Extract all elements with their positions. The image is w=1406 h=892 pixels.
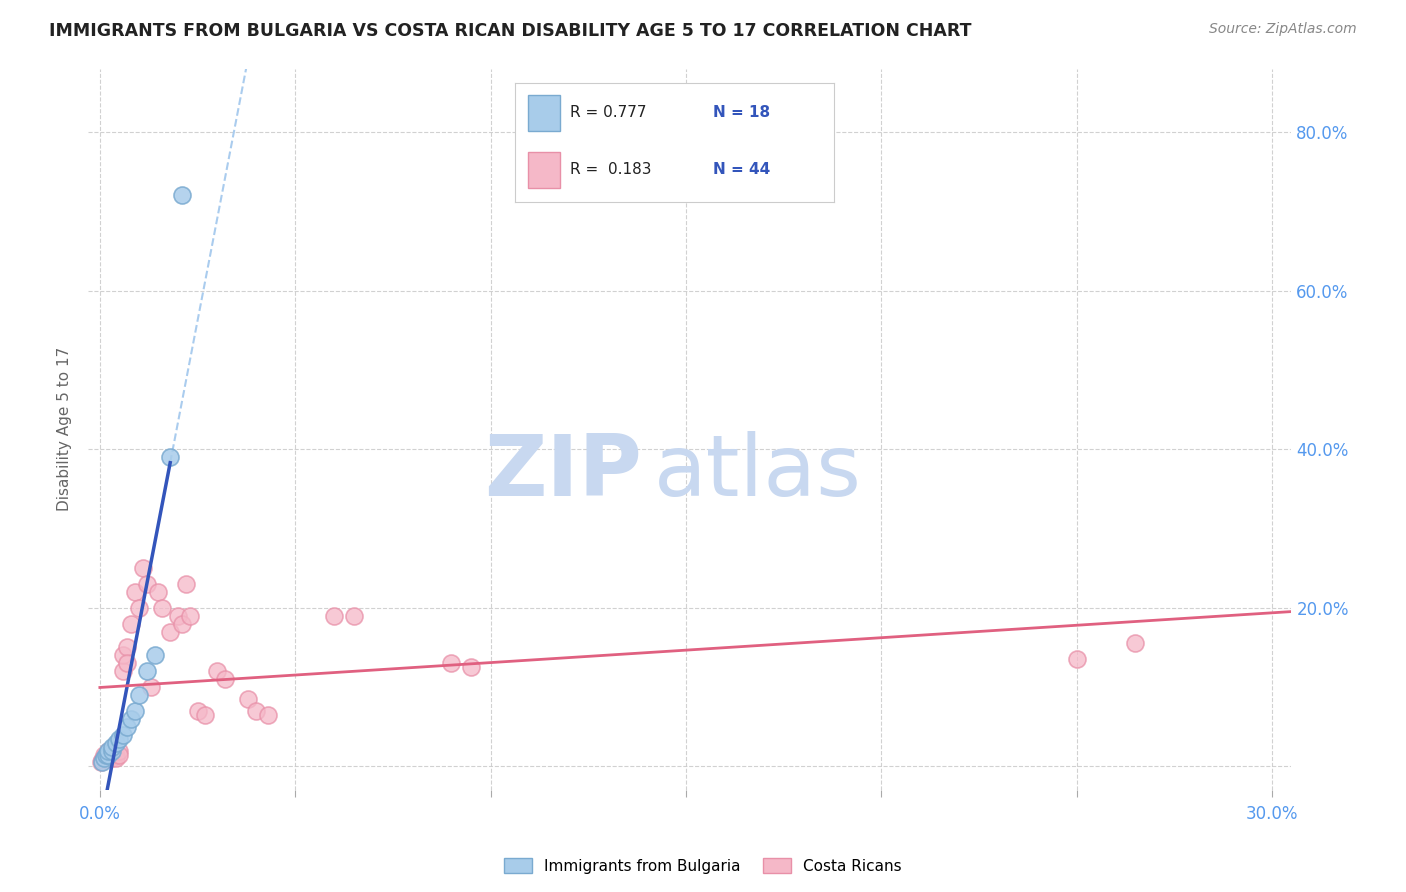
Point — [205, 665, 228, 679]
Point — [97, 743, 120, 757]
Point — [90, 756, 112, 770]
Point — [94, 747, 117, 762]
Point — [440, 657, 463, 671]
Point — [115, 720, 138, 734]
Point — [115, 640, 138, 655]
Point — [1123, 636, 1146, 650]
Point — [94, 751, 117, 765]
Point — [179, 608, 201, 623]
Point — [214, 672, 236, 686]
Point — [108, 743, 131, 757]
Text: atlas: atlas — [654, 431, 862, 514]
Point — [460, 660, 482, 674]
Point — [90, 756, 112, 770]
Y-axis label: Disability Age 5 to 17: Disability Age 5 to 17 — [58, 347, 72, 511]
Point — [170, 616, 193, 631]
Point — [159, 624, 181, 639]
Point — [139, 680, 162, 694]
Point — [93, 751, 115, 765]
Point — [100, 739, 122, 754]
Point — [132, 561, 155, 575]
Point — [120, 616, 142, 631]
Point — [135, 577, 157, 591]
Legend: Immigrants from Bulgaria, Costa Ricans: Immigrants from Bulgaria, Costa Ricans — [498, 852, 908, 880]
Point — [97, 743, 120, 757]
Point — [148, 585, 170, 599]
Point — [104, 747, 127, 762]
Point — [104, 736, 127, 750]
Point — [135, 665, 157, 679]
Point — [97, 751, 120, 765]
Point — [90, 753, 112, 767]
Point — [128, 688, 150, 702]
Point — [257, 707, 280, 722]
Text: Source: ZipAtlas.com: Source: ZipAtlas.com — [1209, 22, 1357, 37]
Point — [120, 712, 142, 726]
Point — [323, 608, 346, 623]
Point — [238, 692, 260, 706]
Text: ZIP: ZIP — [484, 431, 641, 514]
Point — [124, 585, 146, 599]
Point — [93, 747, 115, 762]
Point — [128, 600, 150, 615]
Point — [98, 747, 121, 762]
Point — [167, 608, 190, 623]
Point — [112, 665, 135, 679]
Point — [93, 751, 115, 765]
Point — [170, 188, 193, 202]
Point — [100, 743, 122, 757]
Text: IMMIGRANTS FROM BULGARIA VS COSTA RICAN DISABILITY AGE 5 TO 17 CORRELATION CHART: IMMIGRANTS FROM BULGARIA VS COSTA RICAN … — [49, 22, 972, 40]
Point — [100, 751, 122, 765]
Point — [115, 657, 138, 671]
Point — [108, 747, 131, 762]
Point — [187, 704, 209, 718]
Point — [112, 648, 135, 663]
Point — [343, 608, 366, 623]
Point — [159, 450, 181, 464]
Point — [143, 648, 166, 663]
Point — [245, 704, 267, 718]
Point — [97, 747, 120, 762]
Point — [124, 704, 146, 718]
Point — [100, 743, 122, 757]
Point — [108, 731, 131, 746]
Point — [112, 728, 135, 742]
Point — [150, 600, 173, 615]
Point — [194, 707, 217, 722]
Point — [1066, 652, 1088, 666]
Point — [104, 751, 127, 765]
Point — [174, 577, 197, 591]
